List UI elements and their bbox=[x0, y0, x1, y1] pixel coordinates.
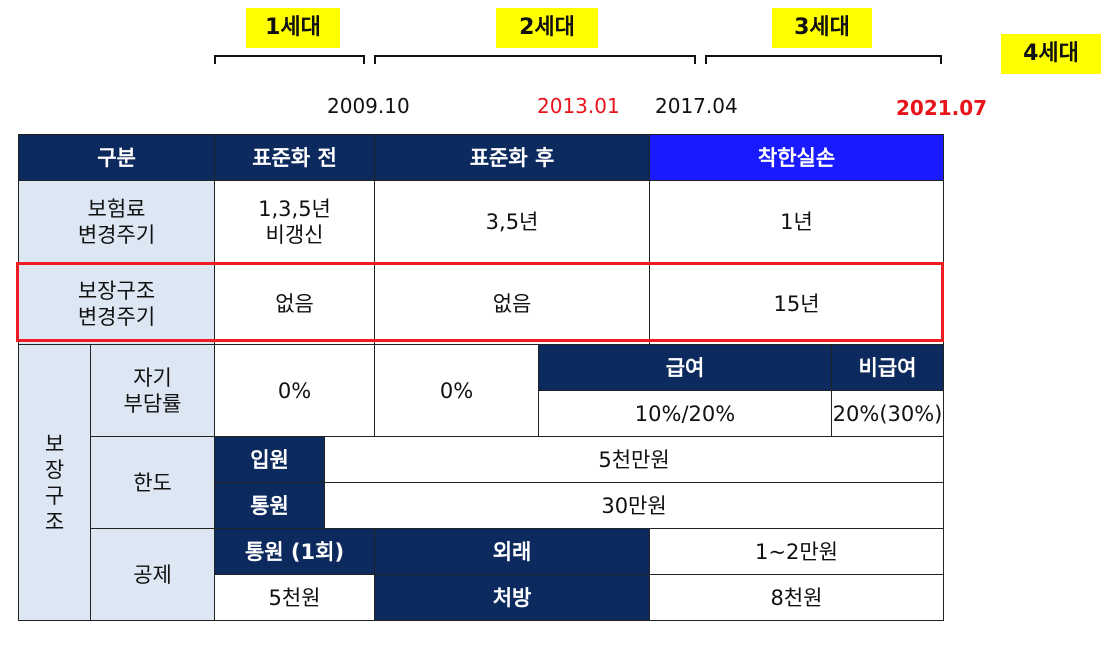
gen3-label: 3세대 bbox=[772, 8, 872, 48]
gen2-bracket bbox=[374, 55, 696, 64]
self-pay-gen2: 0% bbox=[374, 344, 540, 437]
comparison-table: 구분 표준화 전 표준화 후 착한실손 보험료 변경주기 1,3,5년 비갱신 3,… bbox=[17, 134, 945, 621]
header-category: 구분 bbox=[17, 134, 216, 181]
header-after-std: 표준화 후 bbox=[374, 134, 651, 181]
outpatient-deduct: 1~2만원 bbox=[649, 528, 945, 575]
rx-deduct: 8천원 bbox=[649, 574, 945, 621]
self-pay-gen1: 0% bbox=[214, 344, 376, 437]
limit-label: 한도 bbox=[89, 436, 216, 529]
gen1-label: 1세대 bbox=[246, 8, 340, 48]
covered-header: 급여 bbox=[538, 344, 833, 391]
outpatient-limit: 30만원 bbox=[324, 482, 945, 529]
self-pay-label: 자기 부담률 bbox=[89, 344, 216, 437]
coverage-cycle-gen1: 없음 bbox=[214, 262, 376, 345]
premium-cycle-gen1: 1,3,5년 비갱신 bbox=[214, 180, 376, 263]
coverage-cycle-gen34: 15년 bbox=[649, 262, 945, 345]
premium-cycle-label: 보험료 변경주기 bbox=[17, 180, 216, 263]
gen3-bracket bbox=[705, 55, 942, 64]
header-before-std: 표준화 전 bbox=[214, 134, 376, 181]
inpatient-limit: 5천만원 bbox=[324, 436, 945, 483]
coverage-cycle-gen2: 없음 bbox=[374, 262, 651, 345]
per-visit-deduct: 5천원 bbox=[214, 574, 376, 621]
gen1-bracket bbox=[214, 55, 365, 64]
coverage-cycle-label: 보장구조 변경주기 bbox=[17, 262, 216, 345]
inpatient-label: 입원 bbox=[214, 436, 326, 483]
date-2013: 2013.01 bbox=[537, 94, 620, 118]
date-2021: 2021.07 bbox=[896, 96, 988, 120]
header-good-loss: 착한실손 bbox=[649, 134, 945, 181]
noncovered-header: 비급여 bbox=[831, 344, 945, 391]
date-2017: 2017.04 bbox=[655, 94, 738, 118]
rx-deduct-label: 처방 bbox=[374, 574, 651, 621]
noncovered-value: 20%(30%) bbox=[831, 390, 945, 437]
outpatient-limit-label: 통원 bbox=[214, 482, 326, 529]
gen4-label: 4세대 bbox=[1001, 34, 1101, 74]
deduct-label: 공제 bbox=[89, 528, 216, 621]
premium-cycle-gen34: 1년 bbox=[649, 180, 945, 263]
per-visit-label: 통원 (1회) bbox=[214, 528, 376, 575]
outpatient-deduct-label: 외래 bbox=[374, 528, 651, 575]
premium-cycle-gen2: 3,5년 bbox=[374, 180, 651, 263]
date-2009: 2009.10 bbox=[327, 94, 410, 118]
gen2-label: 2세대 bbox=[496, 8, 598, 48]
covered-value: 10%/20% bbox=[538, 390, 833, 437]
